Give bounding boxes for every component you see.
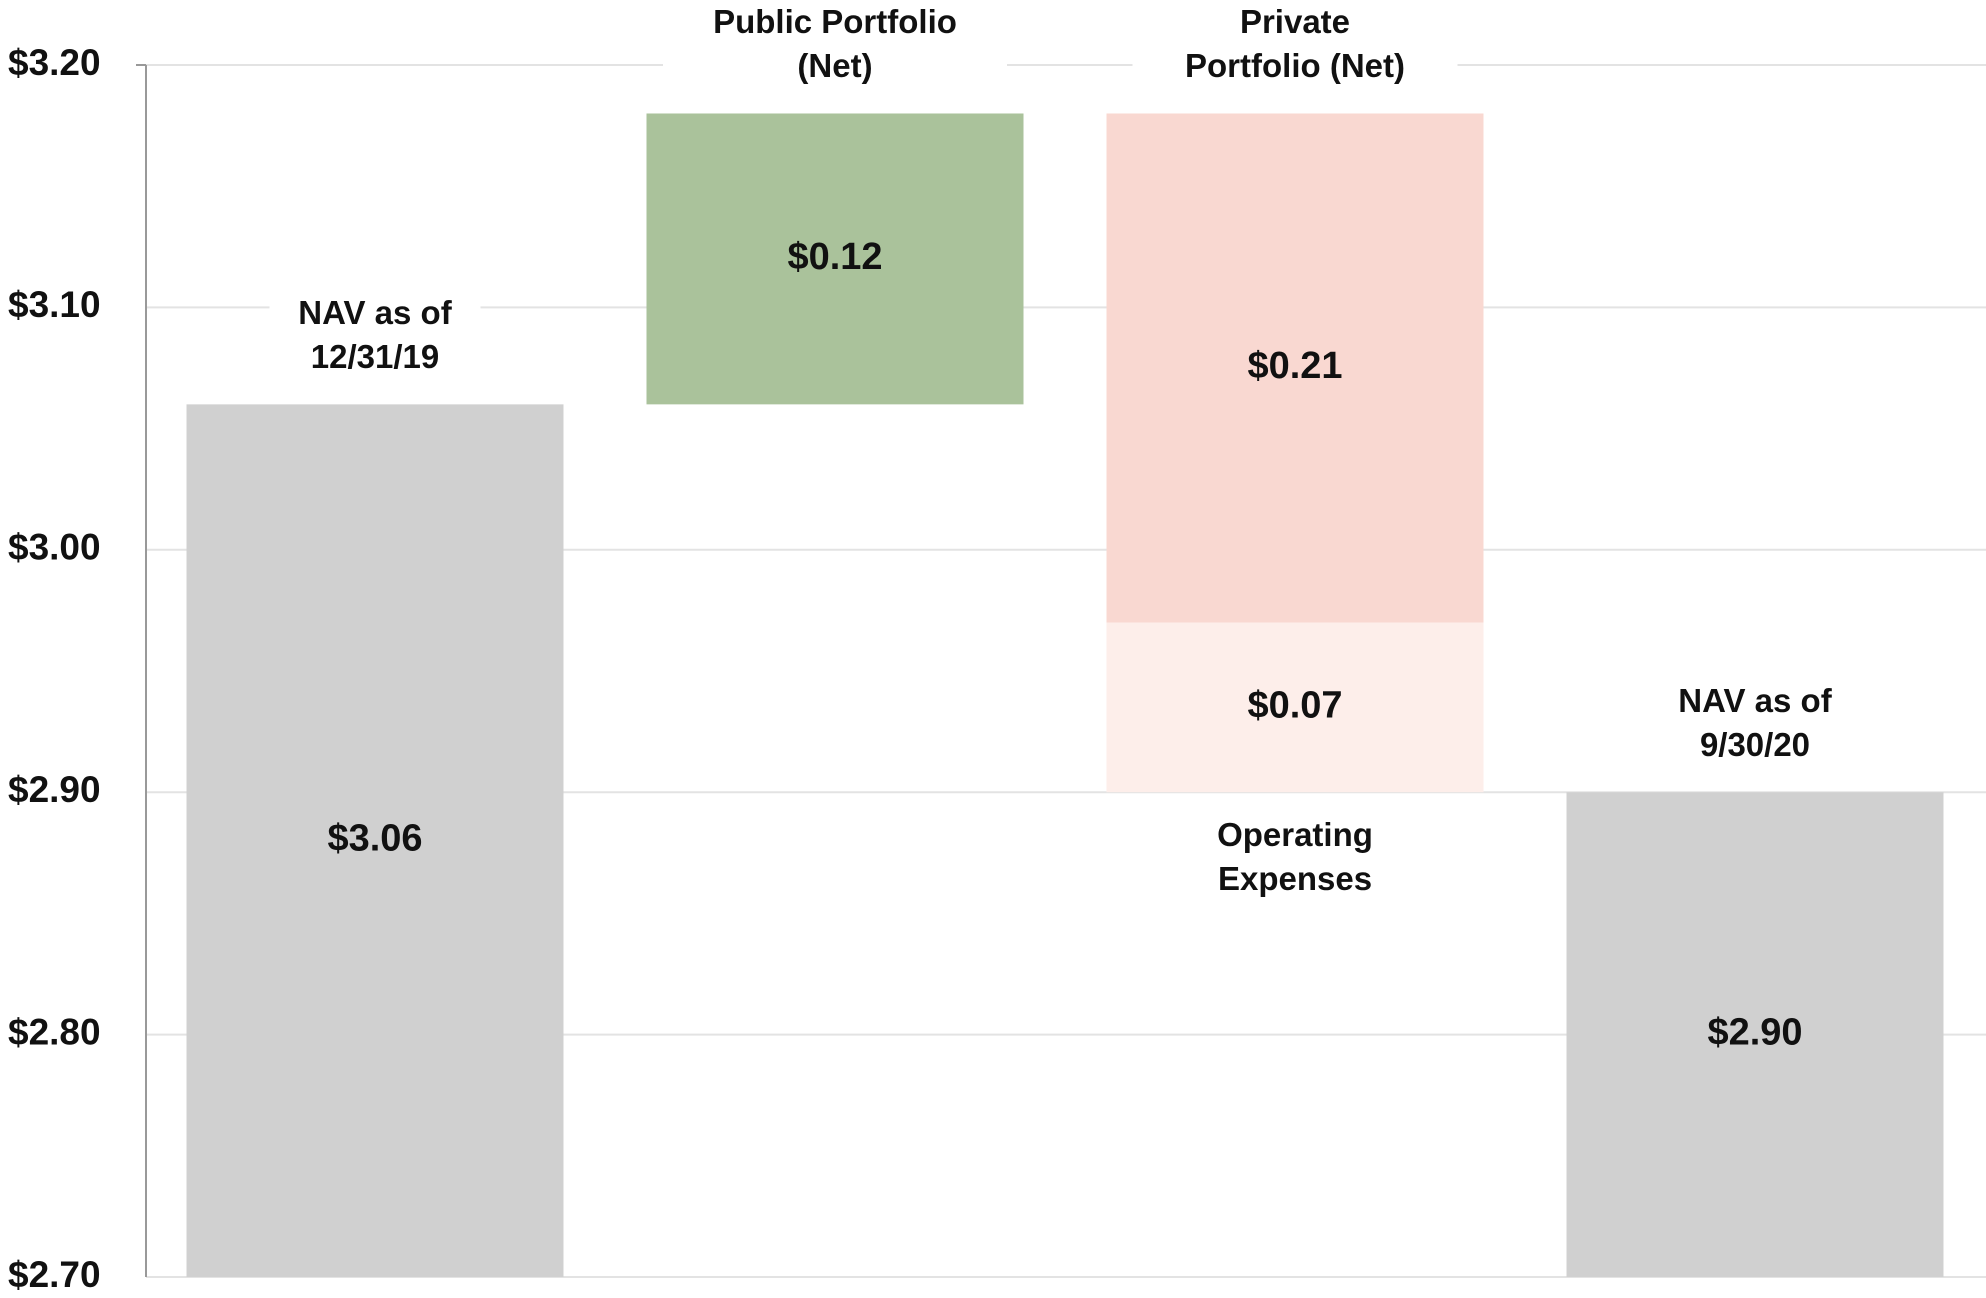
y-tick-label: $2.70 <box>8 1254 101 1295</box>
bar <box>186 404 564 1277</box>
category-label: Public Portfolio <box>713 3 957 40</box>
y-tick-label: $3.00 <box>8 527 101 568</box>
category-label: Portfolio (Net) <box>1185 47 1405 84</box>
category-label: Operating <box>1217 816 1373 853</box>
category-label: Expenses <box>1218 860 1372 897</box>
value-label: $0.07 <box>1247 684 1342 726</box>
y-tick-label: $2.80 <box>8 1011 101 1052</box>
label-background <box>1132 2 1458 91</box>
category-label: (Net) <box>797 47 872 84</box>
category-label: NAV as of <box>1678 682 1832 719</box>
value-label: $0.21 <box>1247 345 1342 387</box>
category-label: 12/31/19 <box>311 338 439 375</box>
label-background <box>1649 681 1861 770</box>
value-label: $0.12 <box>787 236 882 278</box>
bar <box>1566 792 1944 1277</box>
y-tick-label: $2.90 <box>8 769 101 810</box>
bar <box>646 113 1024 405</box>
bar <box>1106 622 1484 793</box>
label-background <box>663 2 1007 91</box>
label-background <box>269 293 481 382</box>
value-label: $3.06 <box>327 818 422 860</box>
y-tick-label: $3.20 <box>8 42 101 83</box>
category-label: NAV as of <box>298 294 452 331</box>
category-label: 9/30/20 <box>1700 726 1810 763</box>
label-background <box>1189 815 1401 904</box>
y-tick-label: $3.10 <box>8 284 101 325</box>
bar <box>1106 113 1484 623</box>
value-label: $2.90 <box>1707 1012 1802 1054</box>
category-label: Private <box>1240 3 1350 40</box>
